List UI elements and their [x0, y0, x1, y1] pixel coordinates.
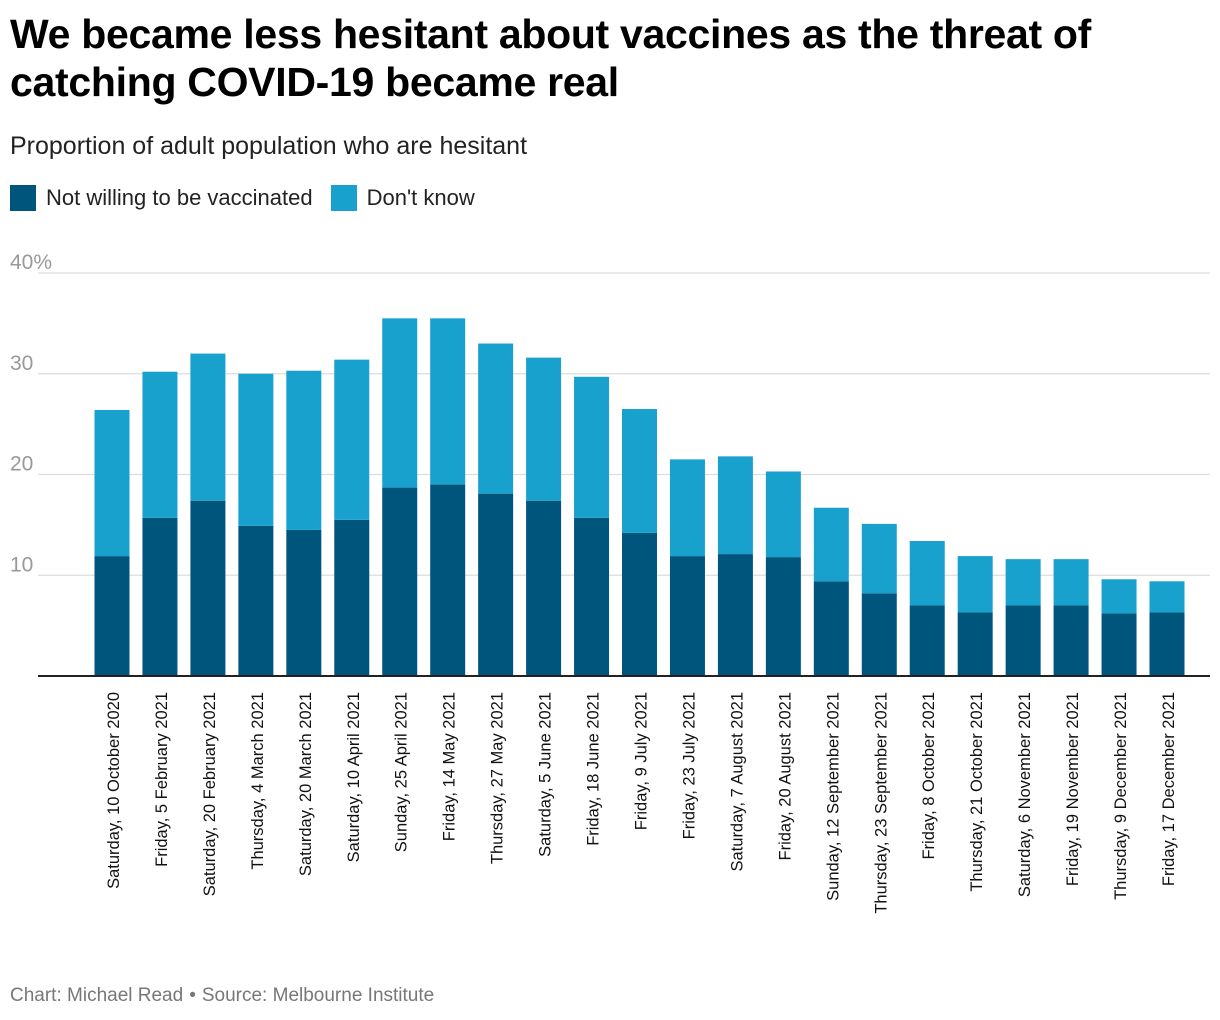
- x-tick-label: Thursday, 27 May 2021: [489, 692, 507, 864]
- chart-source: Source: Melbourne Institute: [201, 985, 435, 1006]
- chart-title: We became less hesitant about vaccines a…: [10, 11, 1092, 105]
- legend: Not willing to be vaccinated Don't know: [10, 185, 493, 211]
- y-tick-label: 30: [10, 352, 33, 375]
- x-tick-label: Thursday, 23 September 2021: [872, 692, 890, 914]
- bar-not-willing: [574, 517, 610, 676]
- bar-not-willing: [622, 532, 657, 676]
- bar-dont-know: [574, 376, 610, 518]
- x-tick-label: Saturday, 5 June 2021: [537, 692, 555, 857]
- bar-dont-know: [1101, 579, 1137, 614]
- bar-not-willing: [717, 554, 753, 676]
- x-tick-label: Friday, 5 February 2021: [153, 692, 171, 867]
- bar-dont-know: [813, 507, 849, 582]
- bar-not-willing: [286, 529, 322, 676]
- x-tick-label: Thursday, 21 October 2021: [968, 692, 986, 892]
- bar-dont-know: [861, 523, 897, 594]
- x-tick-label: Sunday, 25 April 2021: [393, 692, 411, 852]
- x-tick-label: Saturday, 10 April 2021: [345, 692, 363, 862]
- bar-dont-know: [622, 409, 657, 533]
- bar-not-willing: [142, 517, 178, 676]
- x-tick-label: Thursday, 4 March 2021: [249, 692, 267, 870]
- chart-footer: Chart: Michael Read • Source: Melbourne In…: [10, 985, 434, 1007]
- bar-not-willing: [94, 556, 130, 676]
- bar-not-willing: [909, 605, 945, 676]
- x-tick-label: Saturday, 7 August 2021: [728, 692, 746, 872]
- bar-not-willing: [190, 500, 226, 676]
- bar-not-willing: [1053, 605, 1089, 676]
- x-tick-label: Saturday, 20 February 2021: [201, 692, 219, 896]
- x-tick-label: Sunday, 12 September 2021: [824, 692, 842, 901]
- legend-label-dont-know: Don't know: [366, 185, 475, 210]
- bar-dont-know: [238, 373, 274, 526]
- x-tick-label: Friday, 19 November 2021: [1064, 692, 1082, 886]
- x-tick-label: Friday, 8 October 2021: [920, 692, 938, 860]
- bar-not-willing: [1149, 612, 1185, 676]
- bar-dont-know: [526, 357, 562, 501]
- y-tick-label: 10: [10, 553, 33, 576]
- x-tick-label: Saturday, 10 October 2020: [105, 692, 123, 889]
- y-tick-label: 40%: [10, 251, 52, 274]
- bar-not-willing: [957, 612, 993, 676]
- bar-not-willing: [861, 593, 897, 676]
- bar-not-willing: [765, 557, 801, 676]
- x-tick-label: Friday, 20 August 2021: [776, 692, 794, 860]
- bar-dont-know: [190, 353, 226, 501]
- bar-dont-know: [669, 459, 705, 557]
- legend-item-not-willing: Not willing to be vaccinated: [10, 185, 313, 211]
- chart-subtitle: Proportion of adult population who are h…: [10, 132, 528, 160]
- bar-dont-know: [909, 540, 945, 606]
- legend-swatch-not-willing: [10, 185, 36, 211]
- x-tick-label: Friday, 17 December 2021: [1160, 692, 1178, 886]
- bar-not-willing: [478, 493, 514, 676]
- bar-dont-know: [1149, 581, 1185, 613]
- bar-not-willing: [382, 487, 418, 676]
- bar-not-willing: [430, 484, 466, 676]
- x-tick-label: Friday, 18 June 2021: [585, 692, 603, 846]
- footer-separator: •: [189, 985, 196, 1006]
- bar-dont-know: [94, 410, 130, 557]
- x-tick-label: Saturday, 6 November 2021: [1016, 692, 1034, 897]
- y-tick-label: 20: [10, 453, 33, 476]
- bar-dont-know: [717, 456, 753, 555]
- bar-dont-know: [286, 370, 322, 530]
- bar-not-willing: [526, 500, 562, 676]
- bar-dont-know: [382, 318, 418, 488]
- legend-item-dont-know: Don't know: [330, 185, 475, 211]
- bar-not-willing: [238, 525, 274, 676]
- bar-dont-know: [334, 359, 370, 520]
- x-tick-label: Friday, 14 May 2021: [441, 692, 459, 841]
- chart-credit: Chart: Michael Read: [10, 985, 184, 1006]
- bar-dont-know: [430, 318, 466, 485]
- bar-dont-know: [765, 471, 801, 558]
- bar-dont-know: [957, 556, 993, 613]
- bar-dont-know: [478, 343, 514, 494]
- x-tick-label: Saturday, 20 March 2021: [297, 692, 315, 876]
- bar-dont-know: [1005, 559, 1041, 606]
- legend-label-not-willing: Not willing to be vaccinated: [46, 185, 313, 210]
- bar-not-willing: [1005, 605, 1041, 676]
- x-tick-label: Thursday, 9 December 2021: [1112, 692, 1130, 900]
- bar-not-willing: [669, 556, 705, 676]
- bar-dont-know: [142, 371, 178, 518]
- legend-swatch-dont-know: [330, 185, 357, 211]
- bar-not-willing: [1101, 613, 1137, 676]
- bar-not-willing: [813, 581, 849, 676]
- x-tick-label: Friday, 9 July 2021: [633, 692, 651, 830]
- x-tick-label: Friday, 23 July 2021: [680, 692, 698, 839]
- bar-not-willing: [334, 519, 370, 676]
- bar-dont-know: [1053, 559, 1089, 606]
